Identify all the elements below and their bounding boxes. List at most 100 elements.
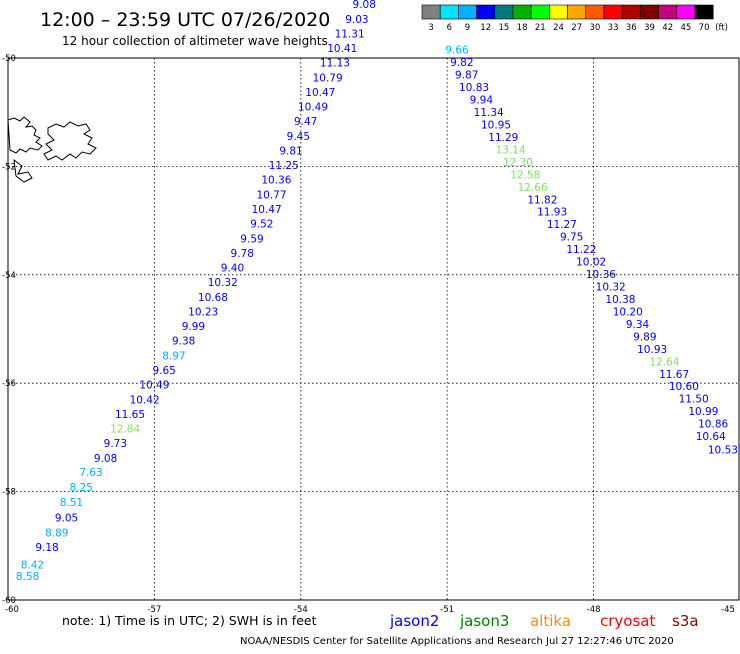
falkland-islands-coastline <box>7 116 97 161</box>
x-tick-label: -51 <box>440 605 454 615</box>
chart-title: 12:00 – 23:59 UTC 07/26/2020 <box>40 9 330 31</box>
wave-height-value: 10.68 <box>198 292 228 304</box>
color-legend: 3 6 9 12 15 18 21 24 27 30 33 36 39 42 45 70 (ft) <box>421 4 728 33</box>
wave-height-value: 12.66 <box>518 182 548 194</box>
x-tick-label: -54 <box>294 605 308 615</box>
wave-height-value: 9.99 <box>182 321 205 333</box>
wave-height-value: 10.93 <box>637 344 667 356</box>
y-tick-label: -60 <box>2 596 16 606</box>
wave-height-value: 9.87 <box>455 70 478 82</box>
color-scale-label: 42 <box>662 23 673 33</box>
chart-subtitle: 12 hour collection of altimeter wave hei… <box>62 34 328 48</box>
color-swatch <box>476 4 496 20</box>
wave-height-value: 8.25 <box>70 482 93 494</box>
wave-height-value: 9.81 <box>279 145 302 157</box>
color-scale-label: 70 <box>699 23 710 33</box>
y-tick-label: -52 <box>2 162 16 172</box>
wave-height-value: 9.89 <box>633 331 656 343</box>
wave-height-value: 10.38 <box>605 294 635 306</box>
color-swatch <box>494 4 514 20</box>
wave-height-value: 10.99 <box>688 406 718 418</box>
wave-height-value: 8.97 <box>162 350 185 362</box>
y-tick-label: -56 <box>2 379 16 389</box>
wave-height-value: 13.14 <box>496 144 526 156</box>
legend-note: note: 1) Time is in UTC; 2) SWH is in fe… <box>62 613 317 628</box>
color-swatch <box>694 4 714 20</box>
color-swatch <box>512 4 532 20</box>
wave-height-value: 10.49 <box>298 102 328 114</box>
wave-height-value: 8.58 <box>16 571 39 583</box>
wave-height-value: 7.63 <box>79 467 102 479</box>
color-swatch <box>640 4 659 20</box>
wave-height-value: 12.30 <box>503 157 533 169</box>
wave-height-value: 12.58 <box>510 169 540 181</box>
wave-height-value: 11.65 <box>115 409 145 421</box>
wave-height-value: 10.23 <box>188 306 218 318</box>
wave-height-value: 10.86 <box>698 419 728 431</box>
wave-height-value: 9.73 <box>104 438 127 450</box>
color-swatch <box>658 4 678 20</box>
wave-height-value: 11.93 <box>537 207 567 219</box>
plot-area: -60 -57 -54 -51 -48 -45 -50 -52 -54 -56 -58 -60 8.58… <box>2 0 740 615</box>
color-scale-label: 39 <box>644 23 655 33</box>
y-tick-label: -54 <box>2 271 16 281</box>
wave-height-value: 9.40 <box>221 263 244 275</box>
satellite-legend-entry: altika <box>530 612 571 630</box>
wave-height-value: 9.78 <box>231 248 254 260</box>
wave-height-value: 9.75 <box>560 232 583 244</box>
color-scale-label: 9 <box>465 23 470 33</box>
wave-height-value: 10.64 <box>696 431 726 443</box>
color-swatch <box>439 4 459 20</box>
x-tick-label: -48 <box>587 605 601 615</box>
color-scale-label: 21 <box>535 23 546 33</box>
wave-height-value: 8.89 <box>45 528 68 540</box>
wave-height-value: 9.05 <box>55 512 78 524</box>
wave-height-value: 10.47 <box>252 204 282 216</box>
wave-height-value: 10.79 <box>313 72 343 84</box>
wave-height-value: 9.08 <box>353 0 376 11</box>
wave-height-value: 9.66 <box>445 45 469 57</box>
x-tick-label: -60 <box>5 605 19 615</box>
color-scale-label: 33 <box>608 23 619 33</box>
color-scale-label: 6 <box>447 23 452 33</box>
satellite-legend-entry: jason3 <box>459 612 509 630</box>
wave-height-value: 12.64 <box>649 356 679 368</box>
x-tick-label: -45 <box>721 605 735 615</box>
color-swatch <box>603 4 623 20</box>
color-swatch <box>530 4 550 20</box>
wave-height-value: 9.34 <box>626 319 650 331</box>
color-scale-label: 27 <box>571 23 582 33</box>
plot-frame <box>7 57 740 601</box>
satellite-legend: jason2 jason3 altika cryosat s3a <box>389 612 699 630</box>
color-swatch <box>549 4 568 20</box>
color-scale-label: 18 <box>517 23 528 33</box>
wave-height-value: 11.29 <box>488 132 518 144</box>
color-scale-label: 12 <box>480 23 491 33</box>
wave-height-value: 10.20 <box>613 306 643 318</box>
wave-height-value: 9.52 <box>250 219 273 231</box>
wave-height-value: 8.51 <box>60 497 83 509</box>
wave-height-value: 9.08 <box>94 453 117 465</box>
wave-height-value: 9.65 <box>152 365 175 377</box>
wave-height-value: 11.31 <box>335 28 365 40</box>
wave-height-value: 11.67 <box>659 369 689 381</box>
color-scale-label: 30 <box>589 23 600 33</box>
wave-height-value: 10.47 <box>305 87 335 99</box>
wave-height-value: 8.42 <box>21 560 44 572</box>
wave-height-value: 10.02 <box>576 257 606 269</box>
y-tick-label: -58 <box>2 488 16 498</box>
wave-height-value: 9.03 <box>345 14 368 26</box>
color-scale-label: 15 <box>498 23 509 33</box>
color-swatch <box>621 4 641 20</box>
credit-line: NOAA/NESDIS Center for Satellite Applica… <box>240 636 674 647</box>
x-tick-label: -57 <box>147 605 161 615</box>
wave-height-value: 11.22 <box>566 244 596 256</box>
color-swatch <box>585 4 605 20</box>
wave-height-value: 10.49 <box>139 380 169 392</box>
wave-height-value: 10.41 <box>327 43 357 55</box>
color-swatch <box>676 4 696 20</box>
wave-height-value: 10.77 <box>256 189 286 201</box>
satellite-legend-entry: cryosat <box>600 612 655 630</box>
